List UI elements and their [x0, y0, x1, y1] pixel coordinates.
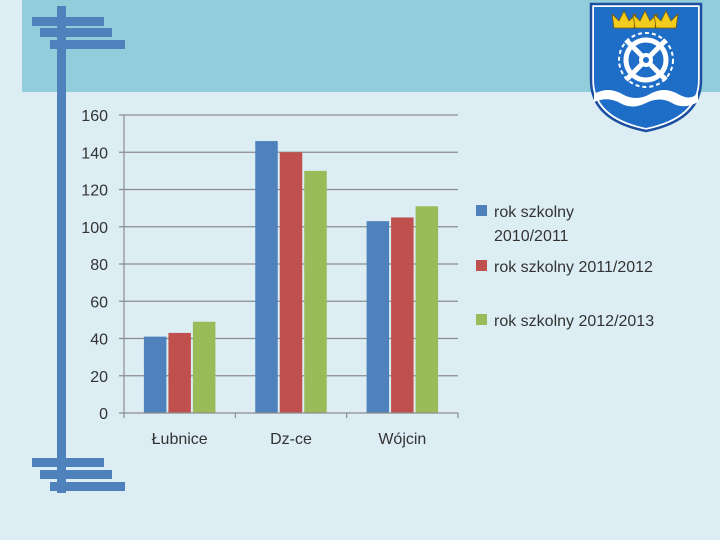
x-tick-label: Łubnice: [152, 431, 208, 448]
bar: [168, 332, 191, 413]
y-tick-label: 80: [90, 257, 108, 274]
legend-swatch: [476, 260, 487, 271]
legend-label: rok szkolny 2012/2013: [494, 313, 654, 330]
bar: [255, 141, 278, 413]
decorative-bar: [32, 17, 104, 26]
y-axis-ticks: 0 20 40 60 80 100 120 140 160: [81, 108, 108, 423]
axes: [119, 115, 459, 418]
legend: rok szkolny 2010/2011 rok szkolny 2011/201…: [476, 204, 654, 330]
y-tick-label: 100: [81, 220, 108, 237]
y-tick-label: 60: [90, 294, 108, 311]
bar: [391, 217, 414, 413]
bars: [143, 141, 439, 413]
x-axis-ticks: Łubnice Dz-ce Wójcin: [152, 431, 427, 448]
decorative-bar: [50, 482, 125, 491]
y-tick-label: 0: [99, 406, 108, 423]
bar: [192, 321, 216, 413]
x-tick-label: Wójcin: [378, 431, 426, 448]
legend-label: rok szkolny: [494, 204, 574, 221]
decorative-bar: [40, 28, 112, 37]
y-tick-label: 160: [81, 108, 108, 125]
legend-label: 2010/2011: [494, 228, 569, 245]
bar: [279, 152, 303, 413]
decorative-vertical-bar: [57, 6, 66, 493]
decorative-bar: [40, 470, 112, 479]
bar: [415, 206, 439, 413]
bar: [304, 170, 327, 413]
legend-swatch: [476, 205, 487, 216]
y-tick-label: 140: [81, 145, 108, 162]
decorative-bar: [32, 458, 104, 467]
coat-of-arms-icon: [589, 2, 703, 133]
bar: [143, 336, 167, 413]
x-tick-label: Dz-ce: [270, 431, 312, 448]
y-tick-label: 40: [90, 332, 108, 349]
decorative-bar: [50, 40, 125, 49]
y-tick-label: 120: [81, 183, 108, 200]
bar: [366, 221, 390, 413]
legend-swatch: [476, 314, 487, 325]
legend-label: rok szkolny 2011/2012: [494, 259, 653, 276]
y-tick-label: 20: [90, 369, 108, 386]
